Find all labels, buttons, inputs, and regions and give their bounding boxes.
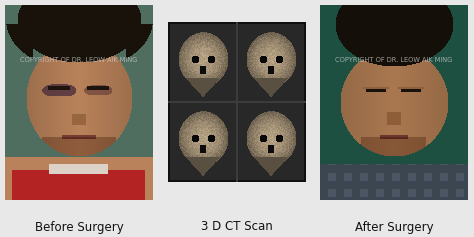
Text: After Surgery: After Surgery bbox=[355, 220, 433, 233]
Text: COPYRIGHT OF DR. LEOW AIK MING: COPYRIGHT OF DR. LEOW AIK MING bbox=[336, 57, 453, 63]
Text: 3 D CT Scan: 3 D CT Scan bbox=[201, 220, 273, 233]
Text: Before Surgery: Before Surgery bbox=[35, 220, 123, 233]
Text: COPYRIGHT OF DR. LEOW AIK MING: COPYRIGHT OF DR. LEOW AIK MING bbox=[20, 57, 137, 63]
